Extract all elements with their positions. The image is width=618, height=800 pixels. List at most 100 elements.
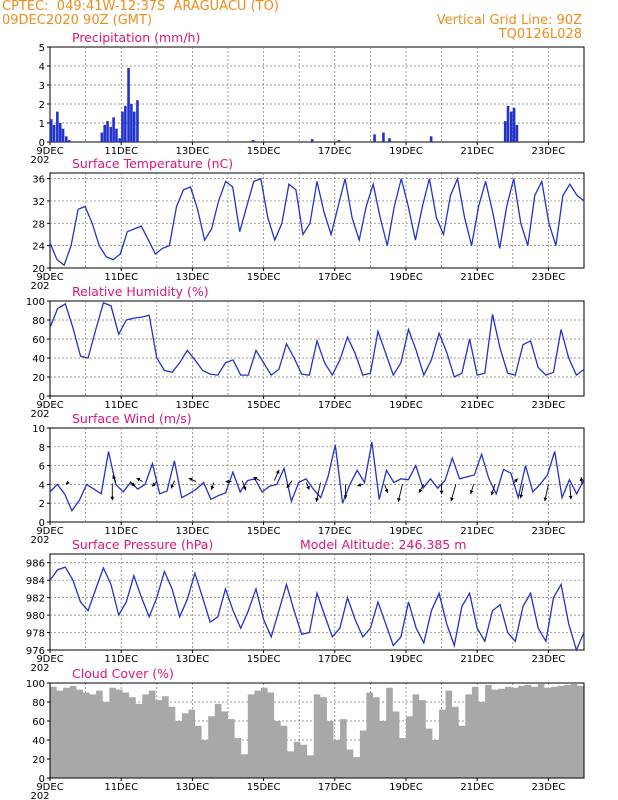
pressure-title: Surface Pressure (hPa) [72,537,213,552]
rh-xtick-label: 21DEC [460,400,494,411]
precip-bar [52,124,56,142]
wind-ytick-label: 4 [39,480,45,491]
precip-xtick-label: 23DEC [532,146,566,157]
precip-xtick-label: 11DEC [104,146,138,157]
rh-xtick-label: 13DEC [176,400,210,411]
precip-bar [58,123,62,142]
wind-arrow-head [543,497,548,502]
temp-xtick-label: 19DEC [389,272,423,283]
header-line2-right: TQ0126L028 [498,27,582,42]
precip-bar [64,136,68,142]
precip-xtick-label: 13DEC [176,146,210,157]
precip-bar [56,111,59,142]
wind-xtick-label: 13DEC [176,526,210,537]
precip-ytick-label: 3 [39,81,45,92]
temp-xtick-label: 13DEC [176,272,210,283]
cloud-xtick-label: 17DEC [318,782,352,793]
pressure-ytick-label: 980 [26,611,45,622]
precip-bar [373,134,376,142]
wind-arrow-head [439,490,444,495]
wind-arrow-head [357,483,362,487]
rh-xtick-sublabel: 202 [30,409,49,420]
temp-ytick-label: 24 [32,242,45,253]
pressure-ytick-label: 976 [26,646,45,657]
rh-xtick-label: 15DEC [247,400,281,411]
wind-series-line [49,441,585,513]
precip-xtick-label: 17DEC [318,146,352,157]
cloud-xtick-label: 15DEC [247,782,281,793]
wind-arrow-head [419,488,423,493]
rh-ytick-label: 80 [32,316,45,327]
temp-ytick-label: 32 [32,197,45,208]
wind-arrow-head [210,485,215,490]
pressure-ytick-label: 986 [26,559,45,570]
cloud-area [50,684,584,778]
rh-ytick-label: 60 [32,335,45,346]
precip-bar [310,139,314,142]
wind-arrow-head [110,496,115,501]
wind-arrow-head [490,491,495,496]
wind-arrow-head [66,480,70,485]
precip-bar [503,121,507,142]
precip-ytick-label: 0 [39,138,45,149]
rh-xtick-label: 19DEC [389,400,423,411]
temp-xtick-label: 11DEC [104,272,138,283]
precip-bar [429,136,433,142]
cloud-ytick-label: 40 [32,736,45,747]
temp-series-line [49,176,585,267]
temp-xtick-sublabel: 202 [30,281,49,292]
wind-arrow-head [579,477,584,481]
precip-bar [127,67,130,142]
pressure-xtick-label: 13DEC [176,654,210,665]
precip-ytick-label: 5 [39,43,45,54]
cloud-xtick-label: 13DEC [176,782,210,793]
wind-arrow-head [275,469,280,474]
rh-xtick-label: 9DEC [36,400,63,411]
wind-arrow-head [513,478,518,483]
wind-arrow-head [384,488,389,493]
cloud-ytick-label: 80 [32,698,45,709]
pressure-xtick-label: 17DEC [318,654,352,665]
precip-bar [382,132,385,142]
precip-bar [509,111,513,142]
wind-ytick-label: 8 [39,443,45,454]
precip-bar [50,119,53,142]
cloud-xtick-sublabel: 202 [30,791,49,800]
wind-xtick-label: 23DEC [532,526,566,537]
wind-arrow-head [253,477,258,481]
rh-frame [49,300,585,397]
precip-bar [109,126,113,142]
pressure-ytick-label: 982 [26,594,45,605]
cloud-xtick-label: 23DEC [532,782,566,793]
wind-ytick-label: 6 [39,462,45,473]
temp-ytick-label: 20 [32,264,45,275]
precip-bar [106,121,109,142]
precip-bar [115,128,118,142]
rh-series-line [49,302,585,378]
precip-bar [512,107,516,142]
wind-xtick-label: 21DEC [460,526,494,537]
temp-xtick-label: 17DEC [318,272,352,283]
precip-bar [103,124,106,142]
temp-frame [49,172,585,269]
wind-arrow-head [225,479,230,484]
temp-xtick-label: 15DEC [247,272,281,283]
rh-xtick-label: 23DEC [532,400,566,411]
precip-bar [136,100,139,142]
wind-arrow-head [397,497,401,502]
pressure-xtick-label: 11DEC [104,654,138,665]
pressure-ytick-label: 984 [26,576,45,587]
precip-ytick-label: 1 [39,119,45,130]
cloud-ytick-label: 0 [39,774,45,785]
precip-frame [49,46,585,143]
pressure-xtick-label: 23DEC [532,654,566,665]
header-line1-left: CPTEC: 049:41W-12:37S ARAGUACU (TO) [2,0,279,14]
wind-xtick-label: 11DEC [104,526,138,537]
rh-ytick-label: 40 [32,354,45,365]
precip-bar [112,117,115,142]
precip-bar [124,105,127,142]
pressure-frame [49,553,585,651]
rh-ytick-label: 20 [32,373,45,384]
wind-arrow-head [450,497,454,502]
